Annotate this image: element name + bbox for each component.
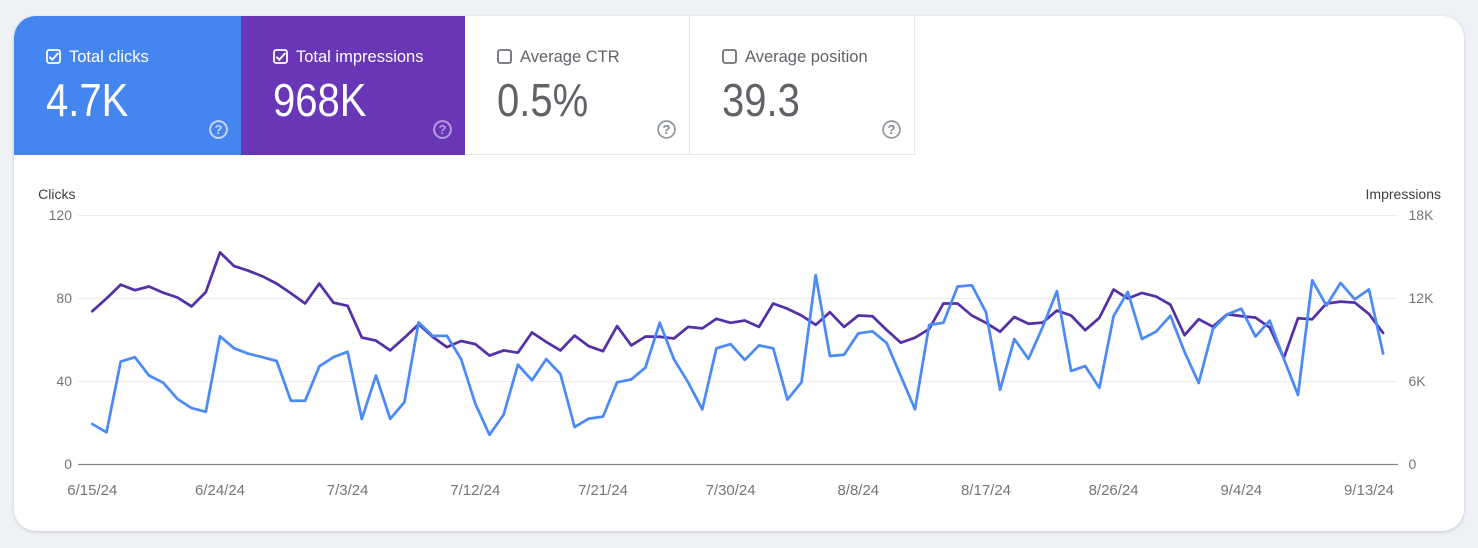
svg-text:7/3/24: 7/3/24: [327, 482, 369, 499]
svg-text:6/15/24: 6/15/24: [67, 482, 117, 499]
svg-text:9/13/24: 9/13/24: [1344, 482, 1394, 499]
svg-text:12K: 12K: [1409, 290, 1435, 306]
svg-text:Clicks: Clicks: [38, 186, 75, 202]
svg-text:8/26/24: 8/26/24: [1089, 482, 1139, 499]
svg-text:40: 40: [56, 373, 72, 389]
svg-text:6/24/24: 6/24/24: [195, 482, 245, 499]
svg-text:80: 80: [56, 290, 72, 306]
svg-text:0: 0: [64, 456, 72, 472]
svg-text:?: ?: [215, 122, 223, 137]
svg-text:9/4/24: 9/4/24: [1220, 482, 1262, 499]
svg-text:8/8/24: 8/8/24: [837, 482, 879, 499]
svg-text:?: ?: [888, 122, 896, 137]
svg-text:?: ?: [439, 122, 447, 137]
svg-text:18K: 18K: [1409, 207, 1435, 223]
svg-text:?: ?: [663, 122, 671, 137]
svg-text:7/30/24: 7/30/24: [706, 482, 756, 499]
svg-text:7/12/24: 7/12/24: [450, 482, 500, 499]
svg-text:0: 0: [1409, 456, 1417, 472]
svg-text:120: 120: [49, 207, 73, 223]
svg-text:8/17/24: 8/17/24: [961, 482, 1011, 499]
svg-text:Impressions: Impressions: [1366, 186, 1441, 202]
svg-text:6K: 6K: [1409, 373, 1427, 389]
svg-text:7/21/24: 7/21/24: [578, 482, 628, 499]
